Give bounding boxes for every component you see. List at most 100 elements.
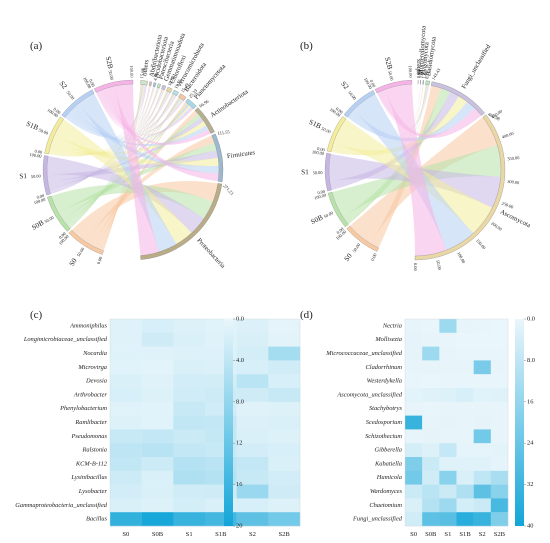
- cell-ascomycota-unclassified-s2: [473, 388, 492, 402]
- cell-schizothecium-s1: [439, 429, 457, 444]
- taxon-label-proteobacteria: Proteobacteria: [195, 237, 226, 270]
- taxon-label-others: others: [415, 58, 423, 75]
- sample-tick-s1-2: 100.00: [29, 152, 42, 159]
- cell-scedosporium-s2: [473, 415, 492, 430]
- arc-taxon-basidiomycota: [425, 80, 430, 86]
- sample-tick-s2-2: 100.00: [363, 77, 374, 91]
- sample-label-s0: S0: [68, 257, 79, 268]
- row-label-kabatiella: Kabatiella: [374, 460, 402, 467]
- row-label-nectria: Nectria: [382, 322, 402, 329]
- sample-label-s2: S2: [339, 80, 350, 91]
- ribbon-s2b-chloroflexi: [98, 90, 171, 131]
- cell-devosia-s0b: [141, 374, 174, 389]
- cell-kabatiella-s0b: [422, 457, 440, 471]
- colorbar-tick-5: 40: [527, 522, 533, 529]
- sample-tick-s1-1: 50.00: [31, 173, 42, 179]
- cell-kabatiella-s0: [405, 457, 423, 471]
- cell-westerdykella-s0b: [422, 374, 440, 389]
- arc-sample-s2b: [94, 79, 134, 93]
- cell-ammoniphilus-s0: [110, 319, 142, 333]
- heatmap-d: Nectria Mollisezia Micrococcaceae_unclassi…: [325, 315, 535, 538]
- row-label-chaetomium: Chaetomium: [369, 502, 402, 509]
- row-label-pseudomonas: Pseudomonas: [70, 433, 107, 440]
- sample-tick-s1-0: 0.00: [317, 189, 326, 196]
- cell-arthrobacter-s0: [110, 388, 142, 402]
- cell-pseudomonas-s0: [110, 429, 142, 444]
- arc-sample-s2: [61, 89, 95, 118]
- cell-wardomyces-s1: [439, 484, 457, 499]
- sample-tick-s2b-0: 0.00: [88, 78, 96, 88]
- arc-taxon-fungi-unclassified: [431, 81, 485, 116]
- cell-lysinibacillus-s2b: [268, 470, 301, 485]
- cell-humicola-s0: [405, 470, 423, 485]
- taxon-label-others: others: [141, 59, 150, 76]
- arc-taxon-patescibacteria: [156, 83, 161, 89]
- cell-lysobacter-s0b: [141, 484, 174, 499]
- taxon-value-verrucomicrobiota: 11.56: [173, 78, 183, 90]
- chord-diagram-b: 0.0050.00100.00S00.0050.00100.00S0B0.005…: [301, 26, 531, 272]
- row-label-humicola: Humicola: [376, 474, 402, 481]
- taxon-label-zygomycota: Zygomycota: [420, 42, 430, 76]
- arc-taxon-chloroflexi: [166, 86, 173, 93]
- colorbar-tick-3: 24: [527, 440, 534, 447]
- cell-lysobacter-s1: [173, 484, 206, 499]
- cell-micrococcaceae-unclassified-s1: [439, 346, 457, 361]
- cell-nectria-s2b: [490, 319, 509, 333]
- cell-kcm-b-112-s0: [110, 457, 142, 471]
- cell-stachybotrys-s1: [439, 401, 457, 416]
- cell-schizothecium-s0b: [422, 429, 440, 444]
- arc-sample-s0: [68, 230, 104, 255]
- sample-tick-s2-2: 100.00: [82, 76, 92, 90]
- cell-nocardia-s2b: [268, 346, 301, 361]
- cell-phenylobacterium-s0b: [141, 401, 174, 416]
- cell-westerdykella-s2b: [490, 374, 509, 389]
- cell-chaetomium-s2b: [490, 498, 509, 513]
- taxon-label-fungi-unclassified: Fungi_unclassified: [461, 43, 493, 90]
- sample-tick-s2b-2: 100.00: [408, 65, 414, 78]
- cell-humicola-s2b: [490, 470, 509, 485]
- cell-ralstonia-s2b: [268, 443, 301, 458]
- sample-tick-s0-1: 50.00: [76, 246, 86, 258]
- cell-micrococcaceae-unclassified-s0: [405, 346, 423, 361]
- taxon-label-actinobacteriota: Actinobacteriota: [209, 88, 249, 119]
- row-label-westerdykella: Westerdykella: [367, 378, 402, 385]
- cell-chaetomium-s0: [405, 498, 423, 513]
- row-label-longimicrobiaceae-unclassified: Longimicrobiaceae_unclassified: [23, 336, 108, 343]
- cell-ammoniphilus-s1: [173, 319, 206, 333]
- sample-tick-s0b-0: 0.00: [336, 226, 346, 235]
- cell-gammaproteobacteria-unclassified-s1: [173, 498, 206, 513]
- cell-bacillus-s0b: [141, 512, 174, 527]
- col-label-s1b: S1B: [215, 531, 227, 538]
- taxon-value-mortierellomycota: 1.00: [419, 69, 425, 78]
- cell-ralstonia-s2: [236, 443, 269, 458]
- cell-stachybotrys-s2b: [490, 401, 509, 416]
- cell-chaetomium-s1b: [456, 498, 474, 513]
- cell-gibberella-s2b: [490, 443, 509, 458]
- cell-gibberella-s0b: [422, 443, 440, 458]
- cell-lysinibacillus-s1: [173, 470, 206, 485]
- cell-chaetomium-s1: [439, 498, 457, 513]
- cell-nectria-s1: [439, 319, 457, 333]
- sample-label-s1: S1: [301, 168, 309, 176]
- cell-lysinibacillus-s2: [236, 470, 269, 485]
- panel-tag-d: (d): [300, 309, 313, 321]
- row-label-ascomycota-unclassified: Ascomycota_unclassified: [336, 391, 402, 398]
- cell-phenylobacterium-s2b: [268, 401, 301, 416]
- row-label-gibberella: Gibberella: [375, 447, 402, 454]
- colorbar-tick-3: 12: [236, 440, 242, 447]
- col-label-s0b: S0B: [425, 531, 437, 538]
- cell-microvirga-s2b: [268, 360, 301, 375]
- heatmap-frame: [404, 318, 509, 527]
- col-label-s1: S1: [444, 531, 451, 538]
- taxa-tick-5: 250.00: [501, 201, 515, 210]
- cell-lysobacter-s2: [236, 484, 269, 499]
- sample-tick-s2-1: 50.00: [347, 90, 358, 101]
- arc-sample-s2b: [374, 79, 413, 94]
- cell-fungi-unclassified-s1: [439, 512, 457, 527]
- sample-tick-s1b-0: 0.00: [317, 146, 326, 153]
- cell-arthrobacter-s2: [236, 388, 269, 402]
- cell-fungi-unclassified-s1b: [456, 512, 474, 527]
- arc-taxon-ascomycota: [414, 114, 506, 261]
- cell-wardomyces-s2b: [490, 484, 509, 499]
- cell-gammaproteobacteria-unclassified-s2b: [268, 498, 301, 513]
